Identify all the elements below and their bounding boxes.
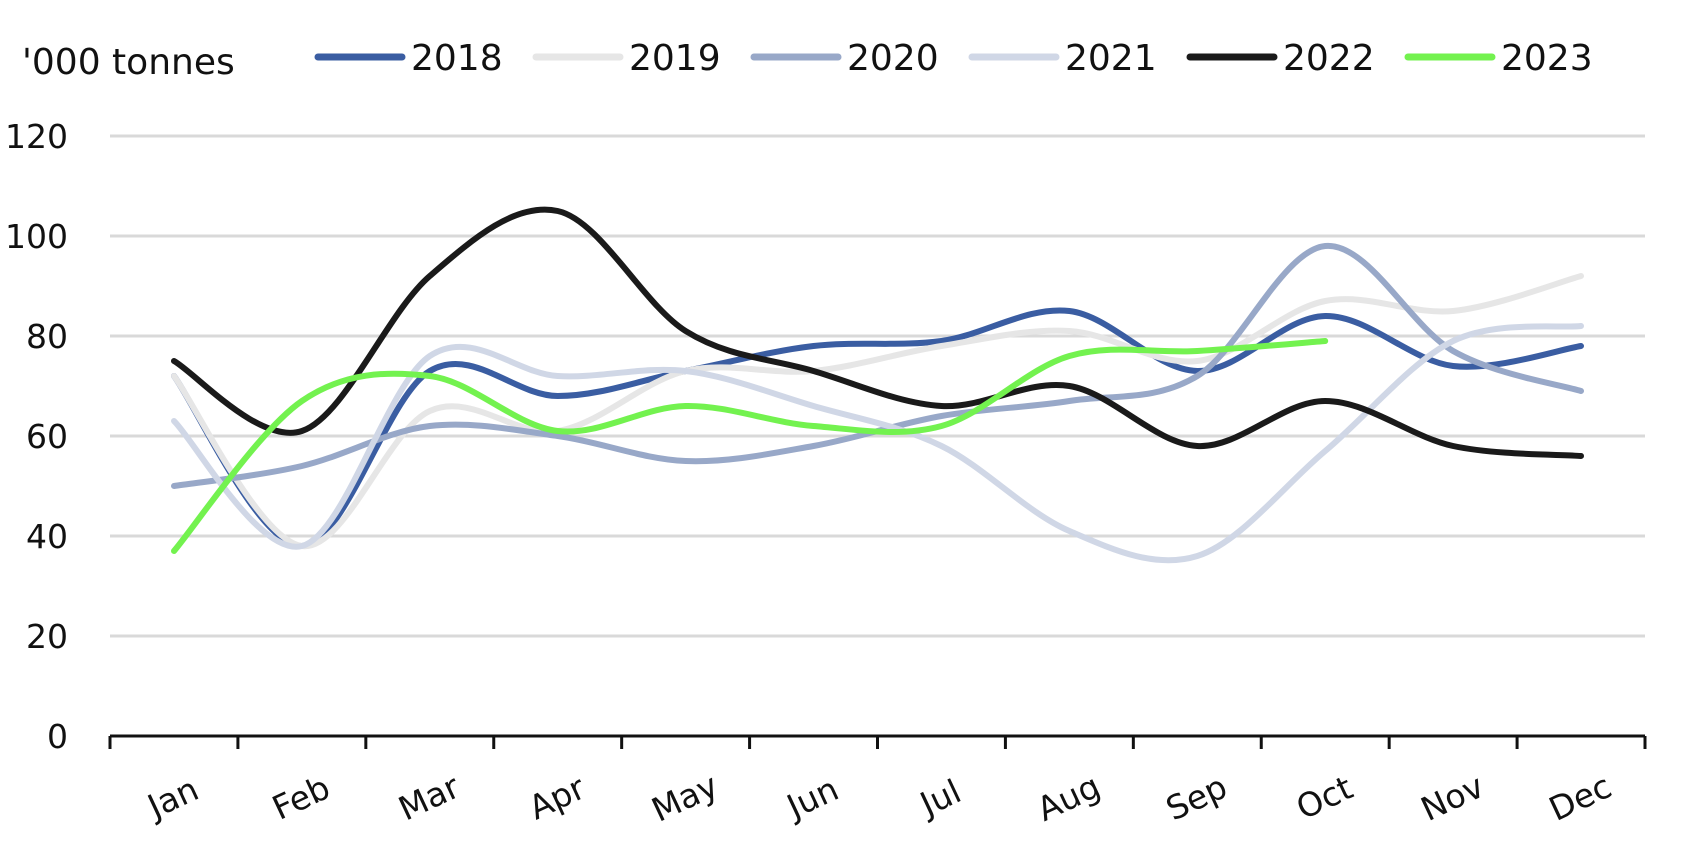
series-line-2018 xyxy=(171,307,1584,550)
y-tick-label: 120 xyxy=(5,117,68,156)
legend-label: 2022 xyxy=(1283,38,1375,79)
y-tick-label: 20 xyxy=(26,617,68,656)
x-tick-label: May xyxy=(646,765,724,829)
series-lines xyxy=(171,206,1584,564)
x-tick-label: Mar xyxy=(392,767,465,829)
legend-label: 2018 xyxy=(411,38,503,79)
legend-item-2018: 2018 xyxy=(314,38,503,79)
y-axis-tick-labels: 0 20 40 60 80 100 120 xyxy=(5,117,68,756)
x-tick-label: Jan xyxy=(140,769,204,827)
x-tick-label: Jun xyxy=(779,769,844,827)
x-tick-label: Oct xyxy=(1290,768,1358,827)
x-tick-label: Apr xyxy=(523,768,592,828)
series-line-2022 xyxy=(171,206,1584,459)
x-tick-label: Dec xyxy=(1543,766,1617,828)
legend: 2018 2019 2020 2021 2022 2023 xyxy=(314,38,1593,79)
x-axis: Jan Feb Mar Apr May Jun Jul Aug Sep Oct Nov Dec xyxy=(108,734,1647,830)
y-axis-unit-label: '000 tonnes xyxy=(22,42,235,83)
y-tick-label: 100 xyxy=(5,217,68,256)
legend-label: 2019 xyxy=(629,38,721,79)
y-tick-label: 0 xyxy=(47,717,68,756)
legend-item-2023: 2023 xyxy=(1404,38,1593,79)
x-tick-label: Sep xyxy=(1160,767,1233,829)
x-tick-label: Jul xyxy=(912,771,966,824)
x-tick-label: Feb xyxy=(266,768,335,828)
series-line-2019 xyxy=(171,273,1584,550)
y-tick-label: 40 xyxy=(26,517,68,556)
x-tick-label: Aug xyxy=(1031,766,1106,829)
legend-item-2022: 2022 xyxy=(1186,38,1375,79)
legend-label: 2021 xyxy=(1065,38,1157,79)
series-line-2023 xyxy=(171,338,1329,554)
series-line-2021 xyxy=(171,323,1584,564)
gridlines xyxy=(110,134,1645,638)
legend-label: 2020 xyxy=(847,38,939,79)
legend-label: 2023 xyxy=(1501,38,1593,79)
legend-item-2019: 2019 xyxy=(532,38,721,79)
legend-item-2020: 2020 xyxy=(750,38,939,79)
y-tick-label: 60 xyxy=(26,417,68,456)
legend-item-2021: 2021 xyxy=(968,38,1157,79)
series-line-2020 xyxy=(171,242,1584,489)
x-tick-label: Nov xyxy=(1415,766,1490,829)
y-tick-label: 80 xyxy=(26,317,68,356)
